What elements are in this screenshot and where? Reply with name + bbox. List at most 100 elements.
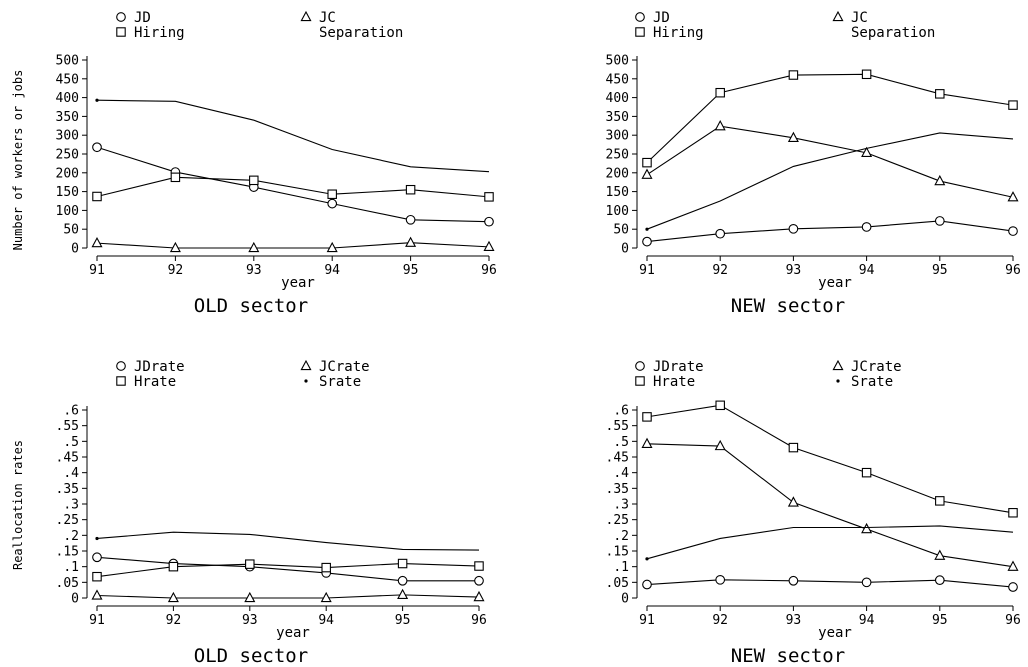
y-tick-label: 50 xyxy=(613,223,629,238)
series-line-jdrate xyxy=(96,556,479,582)
series-line-jd xyxy=(646,220,1014,243)
x-tick-label: 91 xyxy=(89,263,105,278)
data-point-jdrate xyxy=(397,575,408,586)
data-point-hrate xyxy=(935,496,945,506)
y-tick-label: .1 xyxy=(63,560,79,575)
y-tick-label: 250 xyxy=(606,148,629,163)
data-point-jdrate xyxy=(1008,582,1018,592)
x-tick-label: 92 xyxy=(166,613,182,628)
x-tick-label: 92 xyxy=(168,263,184,278)
data-point-hiring xyxy=(170,172,181,183)
data-point-jc xyxy=(483,240,495,252)
legend-marker-jcrate xyxy=(300,359,312,371)
data-point-jcrate xyxy=(934,549,946,560)
data-point-jc xyxy=(1007,191,1019,202)
y-tick-label: 450 xyxy=(56,72,79,87)
legend-marker-hiring xyxy=(116,27,126,37)
data-point-srate xyxy=(645,557,649,561)
data-point-hrate xyxy=(861,467,872,478)
legend-marker-jc xyxy=(300,10,312,22)
legend-label: Hrate xyxy=(134,374,176,390)
y-tick-label: .2 xyxy=(63,529,79,544)
data-point-jc xyxy=(91,236,103,248)
panel-title: OLD sector xyxy=(194,645,308,667)
x-tick-label: 95 xyxy=(403,263,419,278)
x-tick-label: 94 xyxy=(859,613,875,628)
y-tick-label: .05 xyxy=(606,576,629,591)
y-tick-label: .1 xyxy=(613,560,629,575)
data-point-jd xyxy=(788,223,799,234)
series-line-separation xyxy=(96,99,490,173)
y-tick-label: 0 xyxy=(621,242,629,257)
data-point-jcrate xyxy=(244,591,256,603)
series-line-srate xyxy=(96,531,480,551)
legend-marker-srate xyxy=(304,379,308,383)
data-point-hiring xyxy=(405,184,416,195)
y-tick-label: 250 xyxy=(56,148,79,163)
x-tick-label: 92 xyxy=(712,613,728,628)
y-tick-label: .2 xyxy=(613,529,629,544)
legend-marker-jd xyxy=(116,12,126,22)
x-tick-label: 93 xyxy=(786,263,802,278)
y-tick-label: .45 xyxy=(56,451,79,466)
data-point-hiring xyxy=(642,157,652,168)
x-tick-label: 91 xyxy=(89,613,105,628)
y-tick-label: 100 xyxy=(56,204,79,219)
series-line-jc xyxy=(96,242,490,249)
chart-panel-1: 0 50 100 150 200 250 300 350 400 450 500 91 92 93 94 95… xyxy=(11,10,497,317)
data-point-jdrate xyxy=(861,577,872,588)
legend-marker-jdrate xyxy=(116,361,126,371)
data-point-jcrate xyxy=(641,437,653,448)
data-point-hrate xyxy=(168,561,179,572)
data-point-hiring xyxy=(788,70,799,80)
data-point-jd xyxy=(1008,226,1018,236)
panel-title: OLD sector xyxy=(194,295,308,317)
y-tick-label: 200 xyxy=(56,166,79,181)
x-tick-label: 96 xyxy=(1005,263,1021,278)
data-point-jc xyxy=(169,241,181,253)
chart-panel-2: 0 50 100 150 200 250 300 350 400 450 500 91 92 93 94 95… xyxy=(606,10,1021,317)
y-tick-label: .15 xyxy=(606,545,629,560)
y-tick-label: 400 xyxy=(56,91,79,106)
y-tick-label: 50 xyxy=(63,223,79,238)
y-tick-label: .6 xyxy=(63,404,79,419)
data-point-jcrate xyxy=(167,591,179,603)
y-tick-label: .6 xyxy=(613,404,629,419)
y-tick-label: 300 xyxy=(606,129,629,144)
legend-label: JCrate xyxy=(319,359,370,375)
y-tick-label: 400 xyxy=(606,91,629,106)
series-line-jcrate xyxy=(646,443,1014,568)
data-point-jc xyxy=(326,241,338,253)
series-line-jc xyxy=(646,125,1014,198)
x-tick-label: 95 xyxy=(932,263,948,278)
legend-label: JDrate xyxy=(653,359,704,375)
legend-label: Srate xyxy=(851,374,893,390)
legend-label: JD xyxy=(653,10,670,26)
y-tick-label: .45 xyxy=(606,451,629,466)
y-tick-label: 150 xyxy=(606,185,629,200)
data-point-hrate xyxy=(474,561,484,571)
series-line-hrate xyxy=(96,562,480,578)
legend-marker-jd xyxy=(635,12,645,22)
legend-marker-hrate xyxy=(116,376,126,386)
data-point-separation xyxy=(645,227,649,231)
y-tick-label: .4 xyxy=(63,466,79,481)
data-point-hrate xyxy=(642,412,652,422)
legend-label: JDrate xyxy=(134,359,185,375)
data-point-jd xyxy=(642,236,652,247)
data-point-hiring xyxy=(1008,100,1018,110)
x-axis-label: year xyxy=(276,625,310,641)
x-tick-label: 96 xyxy=(481,263,497,278)
legend-marker-srate xyxy=(836,379,840,383)
data-point-hiring xyxy=(249,175,259,186)
legend-marker-hiring xyxy=(635,27,645,37)
x-axis-label: year xyxy=(818,625,852,641)
y-tick-label: 350 xyxy=(606,110,629,125)
data-point-jd xyxy=(934,216,945,226)
legend-label: Hrate xyxy=(653,374,695,390)
data-point-hrate xyxy=(788,442,799,453)
data-point-jcrate xyxy=(1007,560,1019,571)
data-point-hiring xyxy=(327,189,337,199)
data-point-jcrate xyxy=(787,496,799,507)
data-point-jc xyxy=(787,131,799,142)
